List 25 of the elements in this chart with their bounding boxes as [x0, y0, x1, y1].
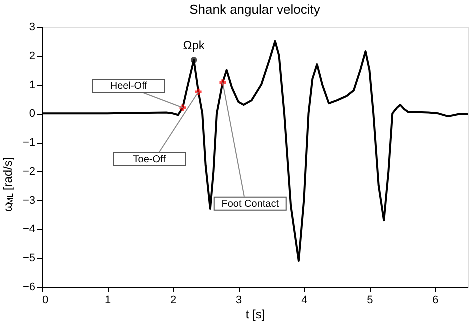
annotation: Foot Contact: [222, 198, 280, 210]
x-tick-label: 0: [42, 294, 49, 306]
x-tick-label: 4: [302, 294, 308, 306]
x-axis-title: t [s]: [246, 308, 266, 322]
y-tick-label: 0: [29, 108, 36, 120]
y-tick-label: −6: [22, 282, 36, 294]
x-tick-label: 2: [170, 294, 177, 306]
y-tick-label: −3: [22, 194, 36, 207]
y-tick-label: −1: [22, 137, 36, 150]
x-tick-label: 1: [104, 294, 112, 306]
x-tick-label: 5: [367, 294, 374, 306]
point: [195, 88, 202, 96]
x-tick-label: 3: [236, 294, 242, 306]
chart-title: Shank angular velocity: [190, 2, 321, 17]
annotation: Toe-Off: [133, 154, 166, 166]
y-tick-label: 3: [29, 22, 36, 34]
y-tick-label: 1: [29, 79, 36, 92]
annotation: Ωpk: [183, 38, 206, 52]
x-tick-label: 6: [432, 294, 439, 306]
point: [190, 57, 198, 64]
y-tick-label: 2: [29, 50, 36, 62]
y-tick-label: −4: [22, 224, 36, 236]
y-tick-label: −5: [22, 252, 36, 265]
annotation: Heel-Off: [110, 81, 148, 92]
y-tick-label: −2: [22, 166, 36, 178]
